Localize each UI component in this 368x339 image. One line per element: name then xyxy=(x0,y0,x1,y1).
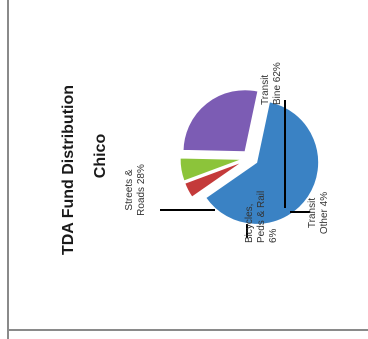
pie-slices xyxy=(179,89,320,225)
chart-title: TDA Fund Distribution xyxy=(60,85,77,255)
chart-subtitle: Chico xyxy=(92,134,109,179)
slice-label: TransitOther 4% xyxy=(307,192,330,234)
pie-labels: TransitBine 62% TransitOther 4% Bicycles,P… xyxy=(124,62,330,243)
slice-label: TransitBine 62% xyxy=(260,62,283,105)
pie-slice-transit-other xyxy=(184,161,244,198)
pie-slice-streets-roads xyxy=(182,89,259,153)
pie-slice-bicycles-peds-rail xyxy=(179,157,243,182)
slice-label: Streets &Roads 28% xyxy=(124,164,147,216)
pie-slice-transit-bine xyxy=(205,101,320,225)
slice-label: Bicycles,Peds & Rail6% xyxy=(244,191,279,243)
